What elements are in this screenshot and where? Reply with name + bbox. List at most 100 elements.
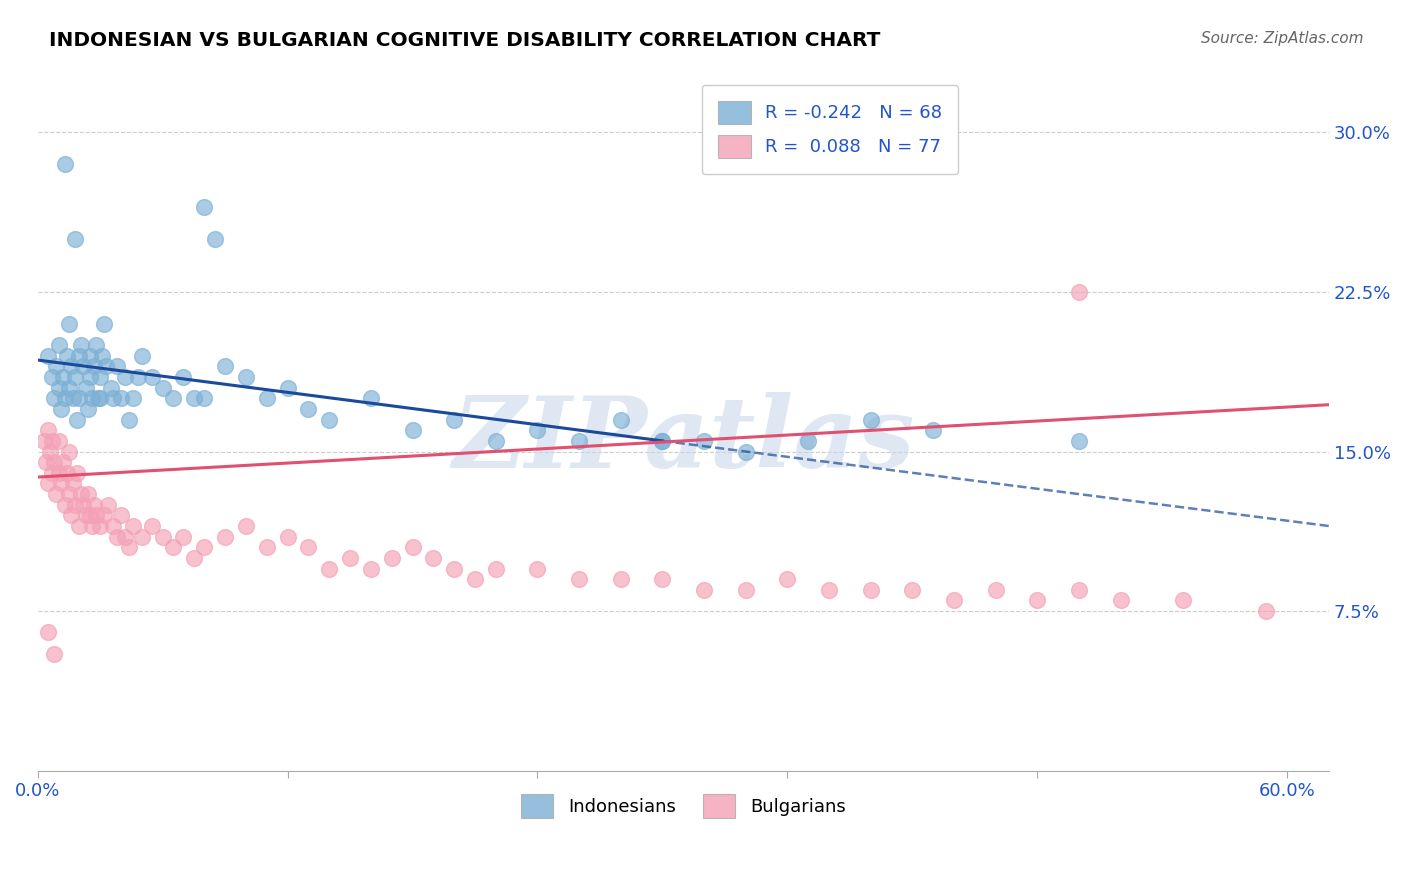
Point <box>235 519 257 533</box>
Point <box>80 392 103 406</box>
Point <box>49 401 72 416</box>
Text: ZIPatlas: ZIPatlas <box>453 392 914 489</box>
Point <box>58 381 80 395</box>
Point <box>984 582 1007 597</box>
Point <box>1067 582 1090 597</box>
Point <box>44 647 66 661</box>
Point <box>651 434 673 448</box>
Point <box>1109 593 1132 607</box>
Point <box>172 530 194 544</box>
Point <box>422 550 444 565</box>
Point <box>66 466 89 480</box>
Point <box>32 434 55 448</box>
Point <box>1256 604 1278 618</box>
Point <box>318 412 340 426</box>
Point <box>818 582 841 597</box>
Point <box>942 593 965 607</box>
Point <box>172 370 194 384</box>
Point <box>526 561 548 575</box>
Point <box>131 349 153 363</box>
Point <box>45 359 67 374</box>
Point <box>37 476 59 491</box>
Point <box>83 498 105 512</box>
Point <box>79 349 101 363</box>
Point <box>443 561 465 575</box>
Point <box>72 498 94 512</box>
Point <box>70 487 93 501</box>
Point <box>72 359 94 374</box>
Point <box>41 434 63 448</box>
Point <box>87 392 110 406</box>
Point <box>122 519 145 533</box>
Point <box>84 508 107 523</box>
Point <box>48 338 70 352</box>
Point <box>101 392 124 406</box>
Point <box>39 444 62 458</box>
Point <box>76 401 98 416</box>
Point <box>48 434 70 448</box>
Point <box>63 498 86 512</box>
Point <box>214 530 236 544</box>
Point <box>526 423 548 437</box>
Point <box>89 370 111 384</box>
Point <box>56 466 79 480</box>
Point <box>214 359 236 374</box>
Point <box>105 359 128 374</box>
Point <box>63 370 86 384</box>
Point <box>734 444 756 458</box>
Point <box>859 582 882 597</box>
Point <box>67 392 90 406</box>
Point <box>235 370 257 384</box>
Point <box>67 519 90 533</box>
Point <box>35 455 58 469</box>
Point <box>256 541 278 555</box>
Point <box>80 519 103 533</box>
Point <box>91 349 114 363</box>
Point <box>100 381 122 395</box>
Point <box>651 434 673 448</box>
Point <box>568 572 591 586</box>
Point <box>610 572 633 586</box>
Point <box>127 370 149 384</box>
Point <box>183 392 205 406</box>
Point <box>60 508 83 523</box>
Point <box>45 487 67 501</box>
Point <box>48 381 70 395</box>
Point <box>79 370 101 384</box>
Point <box>41 466 63 480</box>
Point <box>693 582 716 597</box>
Point <box>58 317 80 331</box>
Point <box>66 412 89 426</box>
Point <box>485 434 508 448</box>
Point <box>401 423 423 437</box>
Point <box>118 412 141 426</box>
Point <box>60 359 83 374</box>
Point <box>693 434 716 448</box>
Point <box>297 541 319 555</box>
Point <box>37 625 59 640</box>
Point <box>901 582 924 597</box>
Point <box>1067 285 1090 299</box>
Text: Source: ZipAtlas.com: Source: ZipAtlas.com <box>1201 31 1364 46</box>
Point <box>53 157 76 171</box>
Point <box>339 550 361 565</box>
Point <box>797 434 820 448</box>
Point <box>44 455 66 469</box>
Point <box>776 572 799 586</box>
Point <box>58 444 80 458</box>
Point <box>101 519 124 533</box>
Point <box>1026 593 1049 607</box>
Point <box>568 434 591 448</box>
Point <box>443 412 465 426</box>
Point <box>76 487 98 501</box>
Point <box>141 519 163 533</box>
Point <box>44 392 66 406</box>
Point <box>360 561 382 575</box>
Point <box>79 508 101 523</box>
Point <box>48 466 70 480</box>
Legend: Indonesians, Bulgarians: Indonesians, Bulgarians <box>513 788 853 825</box>
Point <box>41 370 63 384</box>
Point <box>122 392 145 406</box>
Point <box>464 572 486 586</box>
Point <box>381 550 404 565</box>
